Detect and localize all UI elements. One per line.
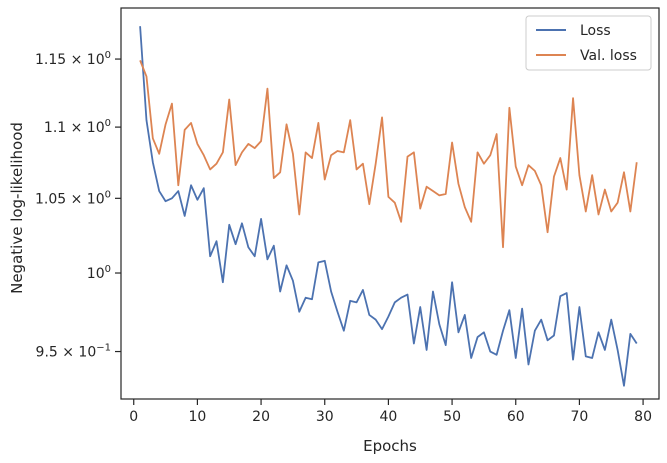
x-tick-label: 40 [379,409,397,425]
x-tick-label: 30 [316,409,334,425]
x-tick-label: 20 [252,409,270,425]
plot-lines [139,26,638,387]
y-tick-label: 9.5 × 10−1 [36,343,111,361]
x-tick-label: 80 [634,409,652,425]
axes-frame [120,7,660,400]
y-axis-label: Negative log-likelihood [8,122,26,294]
y-axis-ticks: 9.5 × 10−1 100 1.05 × 100 1.1 × 100 1.15 × 1… [35,50,121,361]
y-tick-label: 100 [87,264,111,282]
legend-label-loss: Loss [580,23,611,39]
x-tick-label: 60 [507,409,525,425]
x-axis-ticks: 0 10 20 30 40 50 60 70 80 [129,399,652,425]
y-tick-label: 1.1 × 100 [44,118,111,136]
y-tick-label: 1.05 × 100 [35,189,111,207]
x-axis-label: Epochs [363,437,417,455]
x-tick-label: 10 [188,409,206,425]
loss-line [139,26,638,387]
legend-label-val-loss: Val. loss [580,48,637,64]
y-tick-label: 1.15 × 100 [35,50,111,68]
x-tick-label: 70 [571,409,589,425]
val-loss-line [139,60,638,249]
x-tick-label: 0 [129,409,138,425]
legend: Loss Val. loss [525,15,652,71]
x-tick-label: 50 [443,409,461,425]
